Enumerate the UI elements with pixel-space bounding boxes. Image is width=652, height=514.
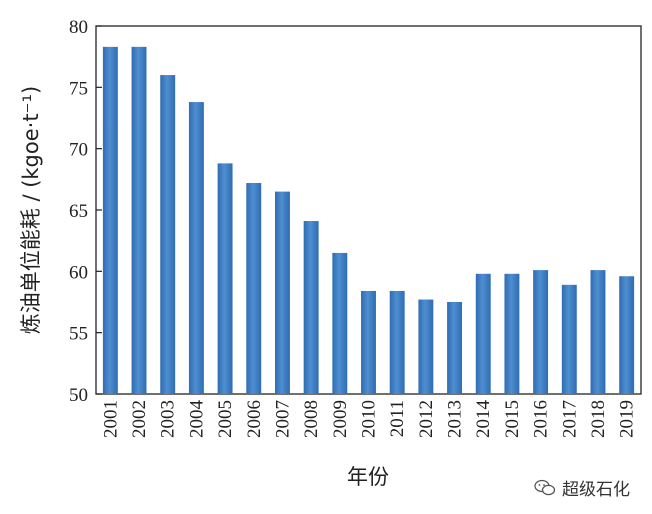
x-tick-label: 2011 (387, 400, 408, 437)
x-tick-label: 2019 (617, 400, 638, 438)
bar-2015 (504, 273, 520, 394)
x-tick-label: 2012 (416, 400, 437, 438)
bar-2018 (590, 270, 606, 394)
bar-2017 (561, 284, 577, 394)
x-tick-label: 2013 (445, 400, 466, 438)
x-tick-label: 2014 (473, 400, 494, 439)
y-axis-title: 炼油单位能耗 / (kgoe·t⁻¹) (19, 86, 43, 334)
y-tick-label: 60 (69, 262, 88, 283)
bar-2004 (188, 102, 204, 394)
wechat-icon (534, 479, 556, 495)
bar-2001 (102, 46, 118, 394)
bar-2013 (447, 302, 463, 394)
bar-2007 (274, 191, 290, 394)
x-tick-label: 2003 (158, 400, 179, 438)
x-axis: 2001 2002 2003 2004 2005 2006 2007 2008 2009 2010… (100, 400, 637, 439)
bar-2002 (131, 46, 147, 394)
y-tick-label: 80 (69, 17, 88, 38)
x-tick-label: 2009 (330, 400, 351, 438)
x-tick-label: 2015 (502, 400, 523, 438)
bar-2008 (303, 221, 319, 394)
bar-2009 (332, 252, 348, 394)
bar-2019 (619, 276, 635, 394)
y-tick-label: 55 (69, 324, 88, 345)
y-axis: 50 55 60 65 70 75 80 (69, 17, 102, 406)
y-tick-label: 70 (69, 140, 88, 161)
bar-2011 (389, 290, 405, 394)
x-tick-label: 2008 (301, 400, 322, 438)
bar-2014 (475, 273, 491, 394)
bar-2012 (418, 299, 434, 394)
x-tick-label: 2006 (244, 400, 265, 438)
y-tick-label: 75 (69, 78, 88, 99)
bar-2010 (361, 290, 376, 394)
bars-group (102, 46, 635, 395)
y-tick-label: 50 (69, 385, 88, 406)
x-tick-label: 2005 (215, 400, 236, 438)
y-tick-label: 65 (69, 201, 88, 222)
x-tick-label: 2017 (559, 400, 580, 438)
bar-2006 (246, 183, 262, 394)
watermark: 超级石化 (534, 475, 630, 500)
bar-2016 (533, 270, 549, 394)
watermark-text: 超级石化 (562, 480, 630, 500)
x-tick-label: 2002 (129, 400, 150, 438)
x-tick-label: 2004 (186, 400, 207, 439)
x-tick-label: 2010 (359, 400, 380, 438)
x-tick-label: 2018 (588, 400, 609, 438)
x-tick-label: 2016 (531, 400, 552, 438)
bar-2003 (160, 75, 176, 395)
bar-2005 (217, 163, 233, 394)
x-axis-title: 年份 (347, 465, 389, 489)
x-tick-label: 2007 (272, 400, 293, 438)
x-tick-label: 2001 (100, 400, 121, 438)
